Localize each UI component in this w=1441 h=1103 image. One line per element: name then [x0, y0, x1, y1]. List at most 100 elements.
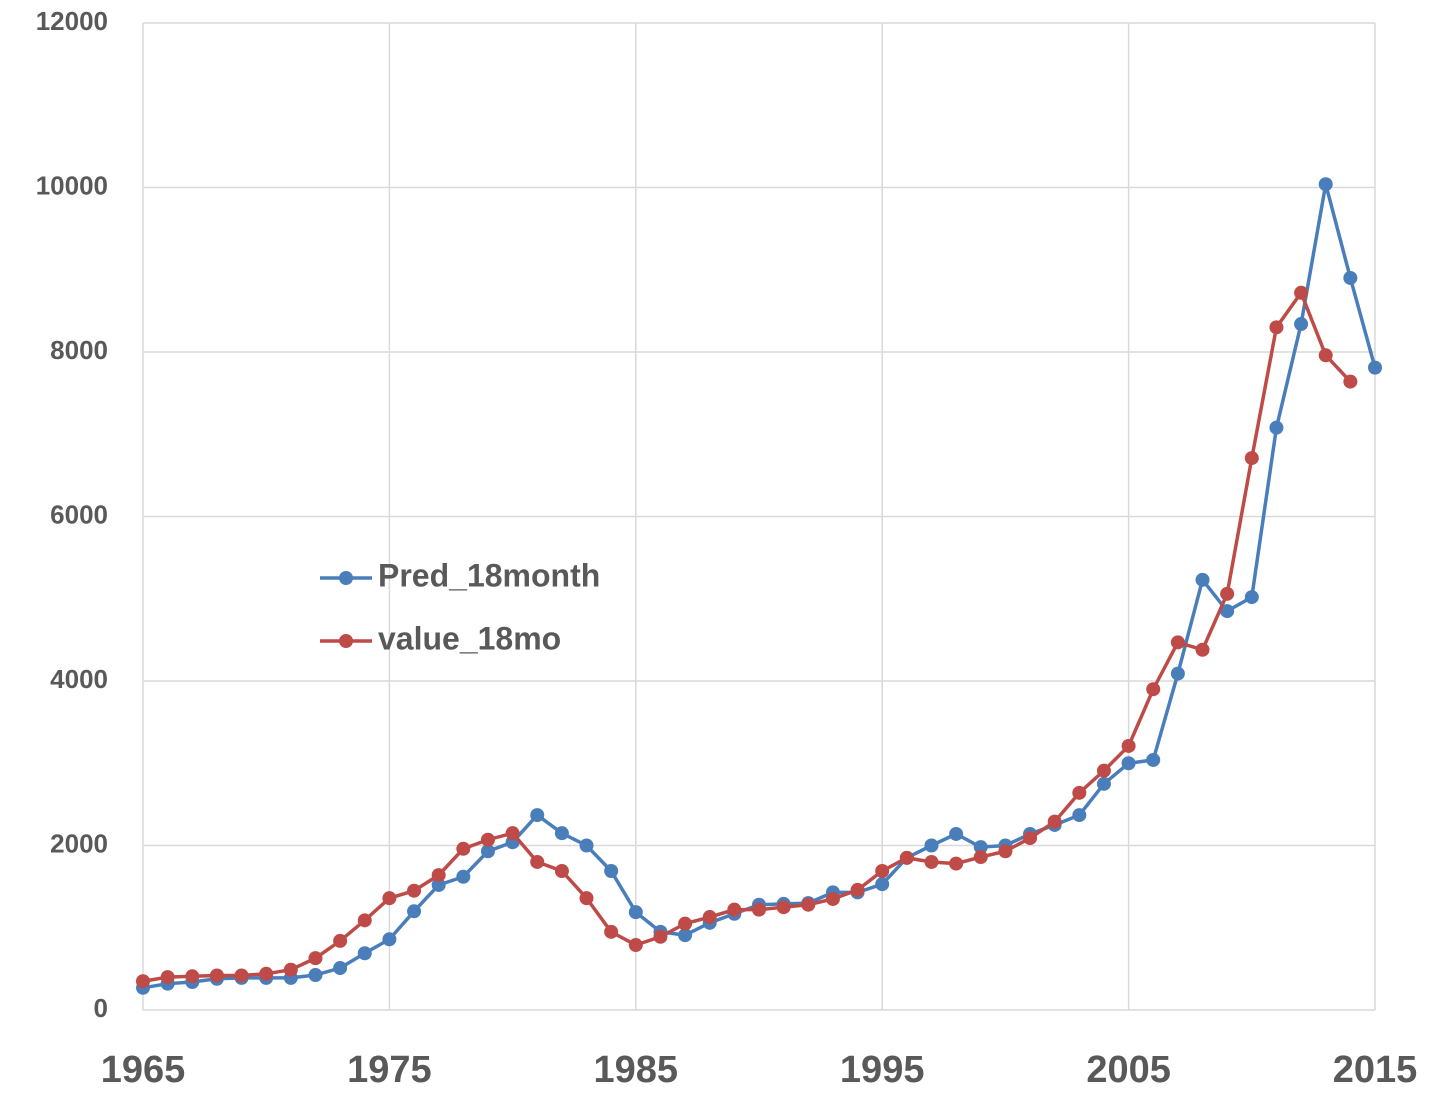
data-point — [431, 868, 446, 883]
data-point — [1121, 756, 1136, 771]
data-point — [456, 869, 471, 884]
data-point — [1343, 270, 1358, 285]
data-point — [1023, 831, 1038, 846]
data-point — [678, 916, 693, 931]
series-line — [142, 183, 1377, 990]
data-point — [234, 968, 249, 983]
data-point — [160, 970, 175, 985]
data-point — [678, 928, 693, 943]
data-point — [727, 902, 742, 917]
data-point — [998, 844, 1013, 859]
data-point — [875, 863, 890, 878]
x-tick-label: 1975 — [347, 1049, 432, 1091]
data-point — [1318, 177, 1333, 192]
data-point — [1318, 348, 1333, 363]
y-tick-label: 6000 — [50, 499, 108, 529]
data-point — [1146, 682, 1161, 697]
data-point — [604, 924, 619, 939]
data-point — [850, 882, 865, 897]
data-point — [1343, 374, 1358, 389]
data-point — [628, 938, 643, 953]
data-point — [554, 826, 569, 841]
data-point — [530, 808, 545, 823]
data-point — [1096, 763, 1111, 778]
data-point — [357, 913, 372, 928]
y-tick-label: 8000 — [50, 335, 108, 365]
legend-marker — [339, 634, 353, 648]
x-tick-label: 1995 — [840, 1049, 925, 1091]
data-point — [185, 969, 200, 984]
data-point — [382, 891, 397, 906]
data-point — [1220, 604, 1235, 619]
data-point — [899, 850, 914, 865]
data-point — [1121, 738, 1136, 753]
legend-marker — [339, 571, 353, 585]
y-tick-label: 12000 — [36, 6, 108, 36]
data-point — [480, 844, 495, 859]
data-point — [1170, 666, 1185, 681]
data-point — [407, 883, 422, 898]
y-tick-label: 10000 — [36, 170, 108, 200]
data-point — [973, 840, 988, 855]
data-point — [776, 900, 791, 915]
data-point — [1195, 572, 1210, 587]
data-point — [1244, 451, 1259, 466]
data-point — [1072, 808, 1087, 823]
data-point — [431, 877, 446, 892]
data-point — [1047, 814, 1062, 829]
x-tick-label: 1965 — [101, 1049, 186, 1091]
data-point — [1170, 635, 1185, 650]
x-tick-label: 2015 — [1333, 1049, 1418, 1091]
data-point — [1195, 642, 1210, 657]
data-point — [1294, 317, 1309, 332]
series-line — [142, 289, 1352, 983]
y-tick-label: 4000 — [50, 664, 108, 694]
data-point — [604, 863, 619, 878]
data-point — [505, 826, 520, 841]
data-point — [456, 841, 471, 856]
data-point — [825, 891, 840, 906]
data-point — [283, 962, 298, 977]
data-point — [480, 832, 495, 847]
data-point — [308, 951, 323, 966]
data-point — [1294, 285, 1309, 300]
data-point — [530, 854, 545, 869]
data-point — [801, 897, 816, 912]
legend-label: value_18mo — [378, 620, 561, 656]
data-point — [1146, 752, 1161, 767]
data-point — [308, 968, 323, 983]
legend-label: Pred_18month — [378, 557, 600, 593]
data-point — [875, 877, 890, 892]
data-point — [357, 946, 372, 961]
data-point — [924, 838, 939, 853]
data-point — [579, 891, 594, 906]
data-point — [949, 826, 964, 841]
data-point — [1269, 320, 1284, 335]
data-point — [1072, 785, 1087, 800]
data-point — [1244, 590, 1259, 605]
data-point — [382, 932, 397, 947]
data-point — [949, 856, 964, 871]
y-tick-label: 2000 — [50, 828, 108, 858]
data-point — [1096, 776, 1111, 791]
data-point — [407, 904, 422, 919]
data-point — [136, 974, 150, 989]
data-point — [752, 902, 766, 917]
data-point — [579, 838, 594, 853]
data-point — [1269, 420, 1284, 435]
data-point — [973, 850, 988, 865]
data-point — [209, 968, 224, 983]
data-point — [333, 933, 348, 948]
data-point — [924, 854, 939, 869]
data-point — [333, 961, 348, 976]
data-point — [259, 966, 274, 981]
data-point — [702, 910, 717, 925]
data-point — [1368, 360, 1382, 375]
data-point — [628, 905, 643, 920]
data-point — [554, 863, 569, 878]
x-tick-label: 2005 — [1086, 1049, 1171, 1091]
x-tick-label: 1985 — [594, 1049, 679, 1091]
y-tick-label: 0 — [94, 993, 108, 1023]
data-point — [653, 929, 668, 944]
